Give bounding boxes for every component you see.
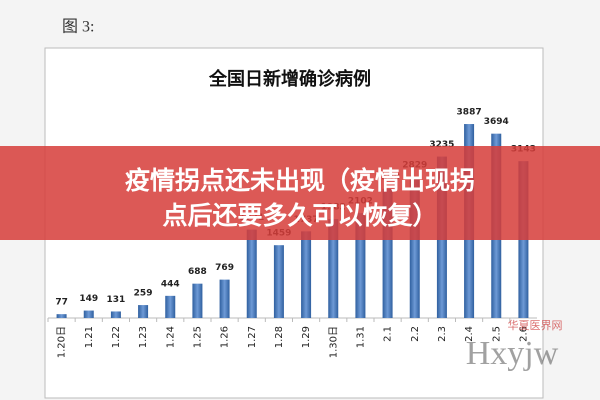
bar: [246, 229, 257, 318]
watermark-site: 华夏医界网: [508, 318, 563, 332]
data-label: 769: [215, 263, 234, 273]
data-label: 149: [79, 294, 98, 304]
x-tick-label: 1.22: [111, 326, 122, 348]
banner-text: 疫情拐点还未出现（疫情出现拐: [125, 166, 475, 195]
x-tick-label: 2.1: [383, 326, 394, 342]
bar: [301, 231, 312, 318]
data-label: 131: [107, 295, 126, 305]
x-tick-label: 1.25: [192, 326, 203, 348]
bar: [409, 176, 420, 318]
x-tick-label: 1.31: [355, 326, 366, 348]
x-tick-label: 1.27: [247, 326, 258, 348]
bar: [328, 219, 339, 318]
bar: [83, 310, 94, 318]
x-tick-label: 2.2: [410, 326, 421, 342]
watermark-logo: Hxyjw: [466, 335, 559, 372]
bar: [56, 314, 67, 318]
x-tick-label: 1.21: [84, 326, 95, 348]
banner: [0, 146, 600, 240]
x-tick-label: 1.26: [220, 326, 231, 348]
x-tick-label: 1.28: [274, 326, 285, 348]
bar: [192, 283, 203, 318]
data-label: 3235: [429, 140, 454, 150]
data-label: 444: [161, 279, 180, 289]
bar: [382, 188, 393, 318]
chart-title: 全国日新增确诊病例: [208, 68, 371, 90]
bar: [355, 213, 366, 318]
x-tick-label: 1.29: [301, 326, 312, 348]
x-tick-label: 2.6: [518, 326, 529, 342]
x-tick-label: 2.5: [491, 326, 502, 342]
x-tick-label: 2.3: [437, 326, 448, 342]
x-tick-label: 1.20日: [57, 326, 68, 358]
x-tick-label: 2.4: [464, 326, 475, 342]
data-label: 688: [188, 267, 207, 277]
data-label: 77: [55, 298, 68, 308]
overlay: 疫情拐点还未出现（疫情出现拐 点后还要多久可以恢复） 华夏医界网 Hxyjw: [0, 146, 600, 372]
banner-text: 点后还要多久可以恢复）: [162, 201, 437, 230]
data-label: 259: [134, 289, 153, 299]
x-tick-label: 1.23: [138, 326, 149, 348]
data-label: 3887: [457, 108, 482, 118]
figure-label: 图 3:: [62, 19, 94, 36]
bar: [219, 279, 230, 318]
x-tick-label: 1.30日: [328, 326, 339, 358]
x-tick-label: 1.24: [165, 326, 176, 348]
bar: [138, 305, 149, 318]
bar: [165, 295, 176, 318]
bar: [110, 311, 121, 318]
data-label: 3694: [484, 117, 509, 127]
bar: [273, 245, 284, 318]
